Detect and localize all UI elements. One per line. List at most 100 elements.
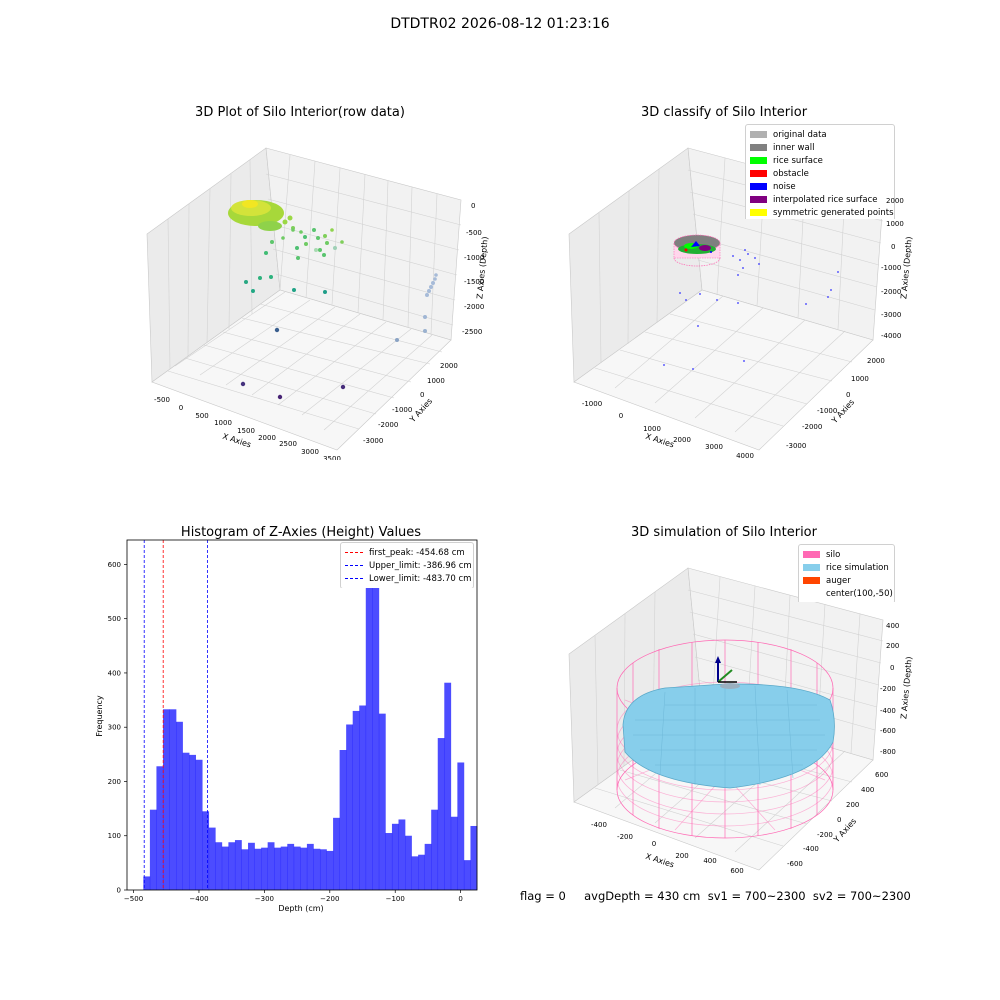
- classify-3d-plot: 3D classify of Silo Interior: [568, 105, 914, 460]
- svg-text:1000: 1000: [886, 220, 904, 228]
- simulation-y-tick-labels: 600 400 200 0 -200 -400 -600: [787, 771, 888, 868]
- svg-text:-1000: -1000: [582, 400, 602, 408]
- svg-text:2000: 2000: [867, 357, 885, 365]
- x-tick-label: 0: [458, 895, 462, 903]
- histogram-bar: [208, 827, 216, 890]
- histogram-bar: [149, 809, 157, 890]
- rice-simulation-surface: [622, 683, 835, 789]
- legend-label: center(100,-50): [826, 588, 893, 599]
- legend-item: noise: [750, 180, 890, 193]
- histogram-chart: Histogram of Z-Axies (Height) Values 0 10…: [95, 525, 478, 913]
- svg-text:-2000: -2000: [378, 421, 398, 429]
- classify-legend: original data inner wall rice surface ob…: [745, 124, 895, 219]
- histogram-bar: [405, 835, 412, 890]
- svg-text:-400: -400: [880, 707, 896, 715]
- legend-swatch-obstacle: [750, 170, 767, 177]
- legend-swatch-symmetric: [750, 209, 767, 216]
- legend-label: auger: [826, 575, 851, 586]
- svg-text:600: 600: [875, 771, 888, 779]
- svg-text:1000: 1000: [851, 375, 869, 383]
- histogram-bar: [326, 850, 334, 890]
- histogram-bar: [176, 721, 183, 890]
- x-tick-label: −400: [189, 895, 208, 903]
- histogram-bar: [261, 847, 268, 890]
- y-tick-label: 400: [108, 669, 121, 677]
- raw-x-tick-labels: -500 0 500 1000 1500 2000 2500 3000 3500: [154, 396, 341, 463]
- histogram-bar: [162, 709, 170, 890]
- histogram-title: Histogram of Z-Axies (Height) Values: [181, 525, 421, 540]
- legend-label: rice simulation: [826, 562, 889, 573]
- svg-text:2500: 2500: [279, 440, 297, 448]
- center-axes-marker: [715, 656, 737, 683]
- svg-text:1000: 1000: [214, 419, 232, 427]
- svg-text:-500: -500: [154, 396, 170, 404]
- legend-line-lower: [345, 578, 363, 579]
- legend-line-first-peak: [345, 552, 363, 553]
- histogram-bar: [431, 809, 439, 890]
- classify-plot-title: 3D classify of Silo Interior: [641, 105, 808, 120]
- svg-text:-400: -400: [803, 845, 819, 853]
- legend-swatch-noise: [750, 183, 767, 190]
- histogram-frame: [126, 539, 478, 891]
- histogram-bar: [372, 558, 380, 890]
- histogram-bar: [156, 766, 164, 890]
- histogram-x-ticks: −500 −400 −300 −200 −100 0: [124, 890, 463, 903]
- y-tick-label: 600: [108, 561, 121, 569]
- histogram-bar: [143, 876, 151, 890]
- raw-y-tick-labels: 2000 1000 0 -1000 -2000 -3000: [363, 362, 458, 445]
- histogram-bar: [248, 842, 255, 890]
- histogram-bar: [378, 713, 386, 890]
- svg-text:400: 400: [861, 786, 874, 794]
- legend-swatch-silo: [803, 551, 820, 558]
- svg-text:-2500: -2500: [462, 328, 482, 336]
- legend-line-upper: [345, 565, 363, 566]
- svg-text:2000: 2000: [440, 362, 458, 370]
- histogram-bar: [352, 710, 360, 890]
- histogram-bar: [195, 759, 203, 890]
- svg-text:-1000: -1000: [392, 406, 412, 414]
- simulation-legend-fo: silo rice simulation auger center(100,-5…: [798, 544, 895, 602]
- svg-text:1000: 1000: [643, 425, 661, 433]
- histogram-bar: [215, 842, 223, 890]
- legend-swatch-original: [750, 131, 767, 138]
- svg-text:2000: 2000: [673, 436, 691, 444]
- svg-text:500: 500: [195, 412, 208, 420]
- histogram-bar: [346, 724, 354, 890]
- legend-item: inner wall: [750, 141, 890, 154]
- legend-item: rice simulation: [803, 561, 890, 574]
- legend-item: rice surface: [750, 154, 890, 167]
- svg-text:-1500: -1500: [464, 278, 484, 286]
- svg-text:2000: 2000: [886, 197, 904, 205]
- svg-text:200: 200: [846, 801, 859, 809]
- histogram-legend-fo: first_peak: -454.68 cm Upper_limit: -386…: [340, 542, 474, 588]
- svg-text:3000: 3000: [705, 443, 723, 451]
- simulation-3d-plot: 3D simulation of Silo Interior: [568, 525, 914, 875]
- svg-text:0: 0: [837, 816, 841, 824]
- svg-text:2000: 2000: [258, 434, 276, 442]
- x-tick-label: −200: [320, 895, 339, 903]
- histogram-bar: [254, 848, 262, 890]
- histogram-bar: [470, 825, 478, 890]
- classify-x-axis-label: X Axies: [644, 432, 675, 450]
- histogram-bar: [444, 682, 452, 890]
- histogram-bars: [143, 558, 478, 890]
- legend-swatch-interp: [750, 196, 767, 203]
- legend-item: obstacle: [750, 167, 890, 180]
- histogram-x-axis-label: Depth (cm): [278, 904, 323, 913]
- simulation-y-axis-label: Y Axies: [831, 817, 858, 845]
- histogram-bar: [424, 843, 432, 890]
- legend-label: Upper_limit: -386.96 cm: [369, 560, 472, 571]
- floor-pane: [573, 289, 874, 451]
- svg-text:-500: -500: [466, 229, 482, 237]
- svg-text:0: 0: [846, 391, 850, 399]
- svg-text:-4000: -4000: [881, 332, 901, 340]
- classify-z-axis-label: Z Axies (Depth): [899, 236, 913, 299]
- simulation-z-tick-labels: 400 200 0 -200 -400 -600 -800: [880, 622, 899, 756]
- histogram-bar: [189, 754, 196, 890]
- simulation-plot-title: 3D simulation of Silo Interior: [631, 525, 818, 540]
- svg-text:-3000: -3000: [363, 437, 383, 445]
- svg-text:-1000: -1000: [464, 254, 484, 262]
- histogram-bar: [274, 847, 282, 890]
- histogram-bar: [300, 847, 308, 890]
- histogram-bar: [182, 752, 190, 890]
